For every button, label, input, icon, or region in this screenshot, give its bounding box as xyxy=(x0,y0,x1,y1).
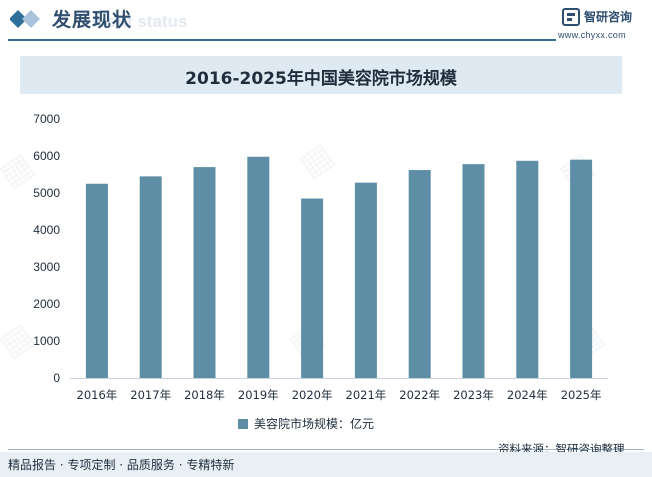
x-tick-label: 2018年 xyxy=(184,388,225,402)
chart-title-band: 2016-2025年中国美容院市场规模 xyxy=(20,56,622,94)
diamond-bullet-icon xyxy=(10,10,40,28)
x-tick-label: 2022年 xyxy=(399,388,440,402)
bar xyxy=(354,182,377,378)
footer-bar: 精品报告 · 专项定制 · 品质服务 · 专精特新 xyxy=(0,452,652,477)
y-tick-label: 7000 xyxy=(33,112,60,126)
x-tick-label: 2023年 xyxy=(453,388,494,402)
x-tick-label: 2017年 xyxy=(130,388,171,402)
legend-label: 美容院市场规模：亿元 xyxy=(254,417,375,431)
bar xyxy=(247,156,270,378)
bar xyxy=(570,159,593,378)
footer-slogan: 精品报告 · 专项定制 · 品质服务 · 专精特新 xyxy=(8,458,235,472)
x-tick-label: 2016年 xyxy=(77,388,118,402)
y-tick-label: 6000 xyxy=(33,149,60,163)
bar xyxy=(301,198,324,378)
bar xyxy=(139,176,162,378)
section-title: 发展现状 xyxy=(52,9,133,31)
y-tick-label: 4000 xyxy=(33,223,60,237)
brand-url: www.chyxx.com xyxy=(558,30,626,40)
y-tick-label: 5000 xyxy=(33,186,60,200)
x-tick-label: 2021年 xyxy=(346,388,387,402)
y-tick-label: 1000 xyxy=(33,334,60,348)
page-header: ment status 发展现状 智研咨询 www.chyxx.com xyxy=(0,0,652,44)
bar xyxy=(462,164,485,378)
y-tick-label: 2000 xyxy=(33,297,60,311)
bar xyxy=(85,183,108,378)
brand-icon xyxy=(562,8,580,26)
y-tick-label: 3000 xyxy=(33,260,60,274)
bars xyxy=(85,156,593,378)
header-ghost-text: ment status xyxy=(92,12,188,31)
bar xyxy=(408,170,431,378)
footer-divider xyxy=(8,449,644,450)
brand-name: 智研咨询 xyxy=(584,10,633,24)
x-tick-label: 2024年 xyxy=(507,388,548,402)
x-tick-label: 2019年 xyxy=(238,388,279,402)
x-tick-label: 2020年 xyxy=(292,388,333,402)
x-tick-label: 2025年 xyxy=(561,388,602,402)
x-axis-labels: 2016年 2017年 2018年 2019年 2020年 2021年 2022年 2023年… xyxy=(77,388,602,402)
bar xyxy=(193,167,216,378)
legend-swatch xyxy=(238,419,248,429)
chart-title: 2016-2025年中国美容院市场规模 xyxy=(185,69,457,89)
y-axis-labels: 0 1000 2000 3000 4000 5000 6000 7000 xyxy=(33,112,60,385)
header-rule xyxy=(8,39,556,41)
y-tick-label: 0 xyxy=(53,371,60,385)
bar xyxy=(516,160,539,378)
